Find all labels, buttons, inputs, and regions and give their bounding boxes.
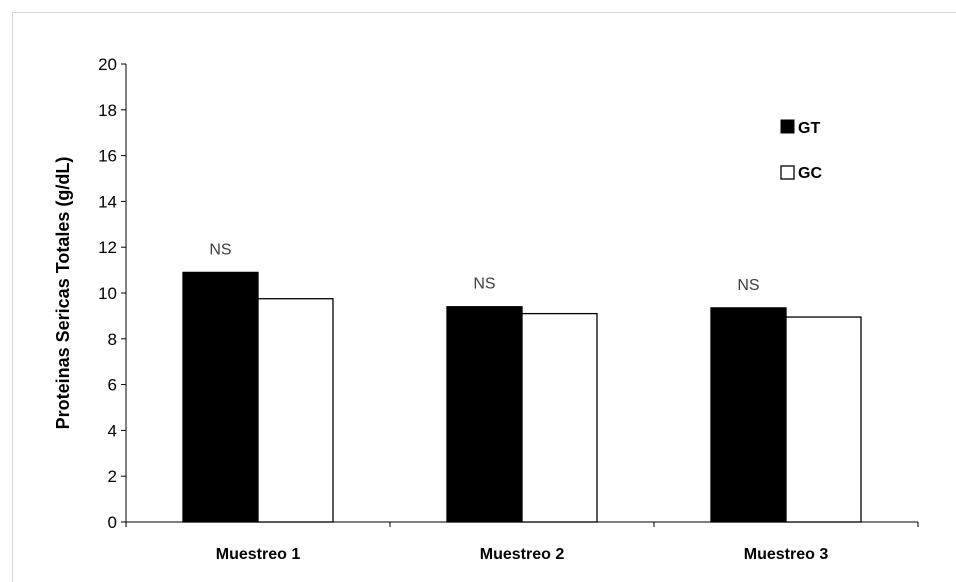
legend-swatch-gt xyxy=(780,119,795,134)
y-tick-label: 14 xyxy=(98,192,117,211)
y-tick-label: 10 xyxy=(98,284,117,303)
y-tick-label: 6 xyxy=(108,376,117,395)
y-tick-label: 4 xyxy=(108,421,117,440)
y-tick-label: 0 xyxy=(108,513,117,532)
bar-gt-3 xyxy=(710,307,787,523)
legend-label-gt: GT xyxy=(798,120,820,137)
annotations: NS NS NS xyxy=(209,241,759,293)
significance-label: NS xyxy=(473,276,495,293)
chart-frame xyxy=(12,12,956,582)
x-category-label: Muestreo 2 xyxy=(480,546,565,563)
significance-label: NS xyxy=(737,277,759,294)
y-tick-label: 8 xyxy=(108,330,117,349)
x-category-label: Muestreo 3 xyxy=(744,546,829,563)
legend: GT GC xyxy=(780,119,822,182)
y-tick-label: 12 xyxy=(98,238,117,257)
x-axis: Muestreo 1 Muestreo 2 Muestreo 3 xyxy=(125,521,919,563)
significance-label: NS xyxy=(209,241,231,258)
bar-gc-3 xyxy=(785,316,862,523)
bar-gt-2 xyxy=(446,306,523,523)
y-axis: 0 2 4 6 8 10 12 14 16 18 20 xyxy=(98,55,127,532)
x-category-label: Muestreo 1 xyxy=(216,546,301,563)
y-tick-label: 20 xyxy=(98,55,117,74)
y-tick-label: 18 xyxy=(98,101,117,120)
legend-swatch-gc xyxy=(780,165,795,180)
y-tick-label: 16 xyxy=(98,147,117,166)
bar-gc-2 xyxy=(521,312,598,523)
bars xyxy=(182,271,862,523)
bar-gt-1 xyxy=(182,271,259,523)
bar-gc-1 xyxy=(257,298,334,523)
legend-label-gc: GC xyxy=(798,165,822,182)
y-tick-label: 2 xyxy=(108,467,117,486)
y-axis-label: Proteinas Sericas Totales (g/dL) xyxy=(53,157,73,430)
